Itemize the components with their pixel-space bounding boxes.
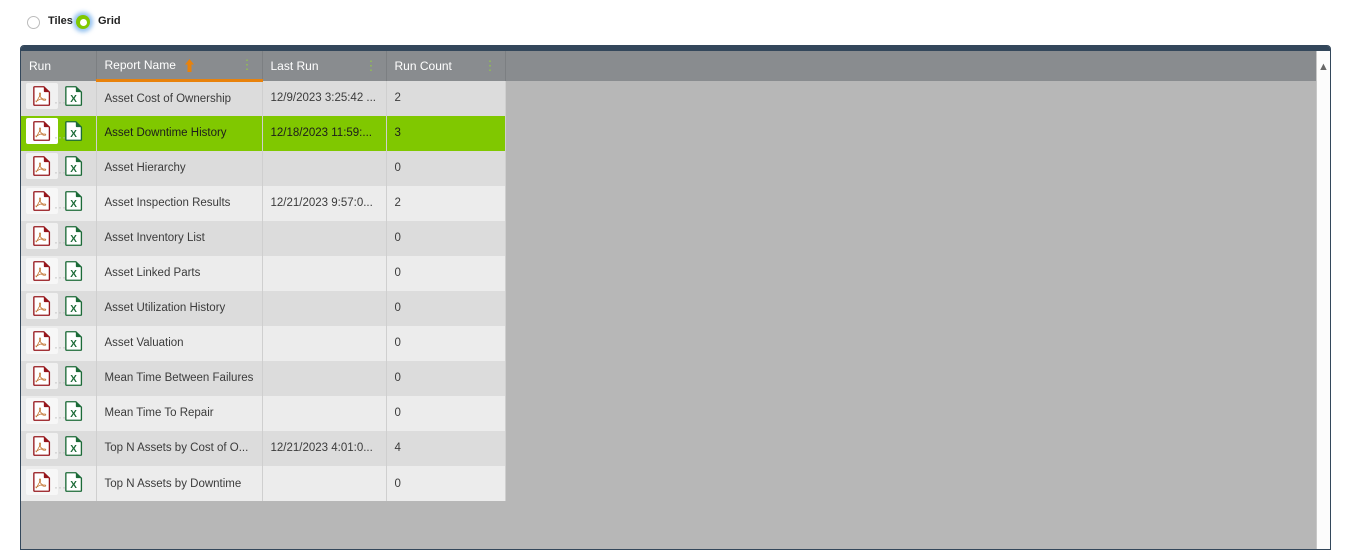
- svg-text:X: X: [70, 339, 77, 350]
- svg-text:X: X: [70, 479, 77, 490]
- svg-text:X: X: [70, 94, 77, 105]
- svg-text:X: X: [70, 129, 77, 140]
- svg-text:X: X: [70, 199, 77, 210]
- svg-text:X: X: [70, 234, 77, 245]
- svg-text:X: X: [70, 304, 77, 315]
- svg-text:X: X: [70, 269, 77, 280]
- svg-text:X: X: [70, 444, 77, 455]
- svg-text:X: X: [70, 374, 77, 385]
- svg-text:X: X: [70, 164, 77, 175]
- svg-text:X: X: [70, 409, 77, 420]
